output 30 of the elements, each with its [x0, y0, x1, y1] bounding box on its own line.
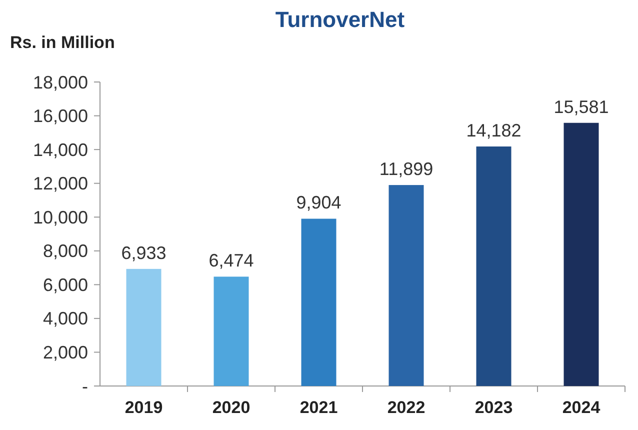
x-tick-label: 2019: [124, 398, 163, 417]
x-tick-label: 2023: [474, 398, 513, 417]
x-tick-label: 2021: [300, 398, 338, 417]
y-tick-label: 12,000: [32, 174, 88, 194]
data-label: 14,182: [466, 120, 522, 140]
bar: [214, 276, 249, 386]
data-label: 11,899: [379, 159, 434, 180]
bar: [476, 146, 512, 386]
y-tick-label: 10,000: [32, 207, 88, 228]
data-label: 6,474: [208, 250, 254, 271]
bar: [301, 218, 336, 386]
bar: [564, 122, 599, 386]
x-tick-label: 2020: [212, 398, 250, 417]
y-tick-label: -: [82, 376, 88, 396]
data-label: 15,581: [554, 96, 609, 117]
bar: [126, 268, 162, 386]
bar: [388, 185, 424, 386]
y-tick-label: 2,000: [42, 342, 88, 363]
data-label: 6,933: [121, 242, 166, 263]
y-tick-label: 8,000: [42, 241, 88, 262]
y-tick-label: 16,000: [32, 106, 88, 126]
y-tick-label: 14,000: [32, 140, 88, 160]
chart-title: TurnoverNet: [275, 7, 406, 32]
y-axis-title: Rs. in Million: [10, 33, 115, 52]
y-tick-label: 6,000: [42, 274, 88, 295]
x-tick-label: 2024: [562, 398, 601, 417]
data-label: 9,904: [296, 192, 342, 213]
y-tick-label: 18,000: [32, 72, 88, 92]
x-tick-label: 2022: [387, 398, 426, 417]
y-tick-label: 4,000: [42, 308, 88, 329]
